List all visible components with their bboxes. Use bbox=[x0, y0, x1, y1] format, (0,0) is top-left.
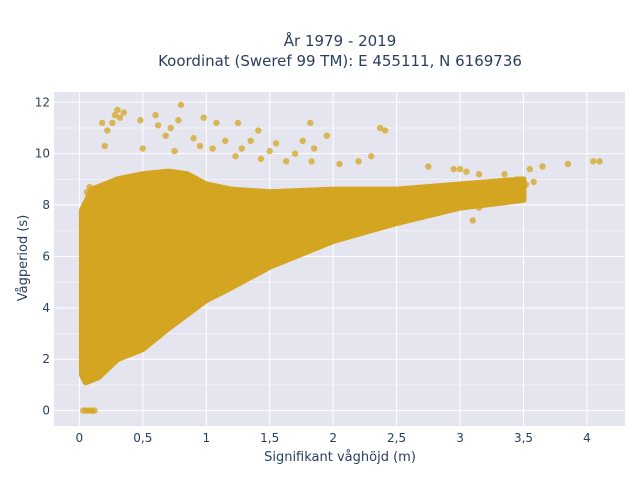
scatter-point bbox=[368, 153, 375, 160]
scatter-point bbox=[406, 206, 413, 214]
scatter-point bbox=[162, 132, 169, 139]
x-tick-label: 2,5 bbox=[387, 431, 406, 445]
scatter-point bbox=[530, 178, 537, 186]
x-tick-label: 3 bbox=[456, 431, 464, 445]
scatter-point bbox=[522, 181, 530, 188]
x-tick-label: 3,5 bbox=[514, 431, 533, 445]
y-axis-title: Vågperiod (s) bbox=[16, 215, 31, 302]
scatter-point bbox=[152, 111, 159, 119]
scatter-point bbox=[463, 168, 470, 175]
grid-lines bbox=[54, 92, 625, 426]
scatter-point bbox=[257, 155, 265, 162]
scatter-point bbox=[104, 127, 111, 134]
scatter-point bbox=[526, 165, 534, 173]
scatter-point bbox=[308, 158, 315, 165]
scatter-point bbox=[114, 106, 121, 114]
y-tick-label: 0 bbox=[42, 404, 50, 418]
scatter-point bbox=[137, 117, 144, 124]
scatter-point bbox=[238, 145, 245, 152]
scatter-point bbox=[450, 165, 457, 173]
y-tick-label: 4 bbox=[42, 301, 50, 315]
scatter-point bbox=[517, 189, 525, 196]
scatter-point bbox=[475, 204, 483, 211]
scatter-point bbox=[154, 122, 162, 129]
scatter-point bbox=[494, 194, 502, 201]
dense-region bbox=[78, 168, 527, 386]
scatter-point bbox=[120, 109, 127, 116]
scatter-point bbox=[501, 171, 508, 178]
x-tick-label: 0 bbox=[76, 431, 84, 445]
scatter-point bbox=[86, 183, 93, 191]
x-axis-ticks: 0 0,5 1 1,5 2 2,5 3 3,5 4 bbox=[76, 431, 591, 445]
x-tick-label: 1 bbox=[202, 431, 210, 445]
scatter-point bbox=[139, 145, 147, 152]
x-axis-title: Signifikant våghöjd (m) bbox=[264, 450, 416, 465]
scatter-point bbox=[513, 176, 521, 183]
scatter-point bbox=[101, 142, 108, 150]
scatter-point bbox=[323, 132, 331, 139]
scatter-point bbox=[590, 158, 597, 165]
scatter-point bbox=[234, 119, 242, 127]
scatter-point bbox=[232, 153, 239, 160]
scatter-point bbox=[376, 124, 384, 132]
scatter-point bbox=[307, 119, 314, 127]
scatter-point bbox=[255, 127, 262, 134]
scatter-point bbox=[469, 217, 476, 224]
scatter-point bbox=[200, 114, 207, 121]
scatter-point bbox=[99, 119, 106, 127]
scatter-point bbox=[177, 101, 185, 109]
scatter-point bbox=[175, 117, 182, 124]
scatter-point bbox=[283, 158, 290, 165]
scatter-point bbox=[507, 186, 514, 193]
scatter-point bbox=[116, 114, 124, 121]
y-tick-label: 12 bbox=[35, 95, 50, 109]
scatter-point bbox=[167, 124, 174, 132]
y-tick-label: 2 bbox=[42, 352, 50, 366]
x-tick-label: 0,5 bbox=[133, 431, 152, 445]
scatter-point bbox=[171, 147, 178, 155]
scatter-point bbox=[83, 189, 91, 196]
y-tick-label: 10 bbox=[35, 147, 50, 161]
scatter-point bbox=[247, 137, 254, 145]
scatter-point bbox=[381, 127, 389, 134]
scatter-point bbox=[291, 150, 299, 157]
scatter-point bbox=[336, 160, 343, 168]
x-tick-label: 1,5 bbox=[260, 431, 279, 445]
scatter-point bbox=[539, 163, 546, 170]
scatter-point bbox=[310, 145, 318, 152]
scatter-point bbox=[196, 142, 204, 150]
scatter-point bbox=[111, 111, 119, 119]
x-tick-label: 4 bbox=[583, 431, 591, 445]
y-tick-label: 8 bbox=[42, 198, 50, 212]
scatter-point bbox=[109, 119, 116, 127]
scatter-points bbox=[79, 101, 603, 414]
scatter-point bbox=[222, 137, 229, 145]
scatter-point bbox=[475, 171, 483, 178]
scatter-point bbox=[355, 158, 362, 165]
y-tick-label: 6 bbox=[42, 249, 50, 263]
scatter-point bbox=[564, 160, 572, 168]
scatter-point bbox=[488, 199, 495, 206]
scatter-point bbox=[596, 158, 603, 165]
scatter-point bbox=[272, 140, 280, 147]
chart-title-line-2: Koordinat (Sweref 99 TM): E 455111, N 61… bbox=[158, 52, 522, 70]
scatter-point bbox=[190, 135, 197, 142]
scatter-point bbox=[299, 137, 306, 145]
dense-point-cloud bbox=[78, 168, 527, 386]
scatter-point bbox=[209, 145, 216, 152]
scatter-point bbox=[456, 165, 464, 173]
scatter-point bbox=[213, 119, 220, 127]
y-axis-ticks: 0 2 4 6 8 10 12 bbox=[35, 95, 50, 417]
scatter-point bbox=[425, 163, 432, 170]
x-tick-label: 2 bbox=[329, 431, 337, 445]
chart-title-line-1: År 1979 - 2019 bbox=[284, 31, 397, 50]
scatter-point bbox=[91, 407, 98, 414]
scatter-point bbox=[266, 147, 273, 155]
